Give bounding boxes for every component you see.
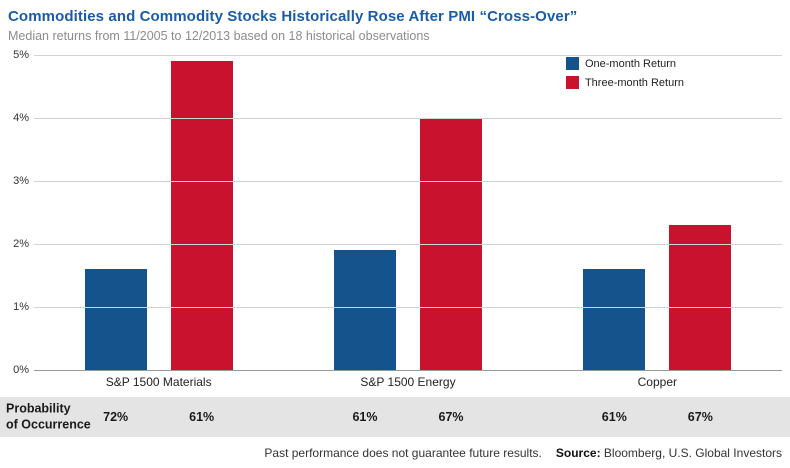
probability-value: 67% [438,410,464,424]
legend-item: Three-month Return [565,76,684,89]
bar-group [283,55,532,370]
bar-group [34,55,283,370]
y-tick-label: 2% [13,238,29,250]
bar [170,61,233,370]
bar [669,225,732,370]
chart-subtitle: Median returns from 11/2005 to 12/2013 b… [8,29,430,43]
gridline [34,118,782,119]
chart-footer: Past performance does not guarantee futu… [0,446,782,460]
x-axis-labels: S&P 1500 Materials S&P 1500 Energy Copper [34,375,782,389]
chart-legend: One-month Return Three-month Return [565,57,684,89]
x-category-label: S&P 1500 Materials [105,375,212,389]
disclaimer-text: Past performance does not guarantee futu… [264,446,542,460]
y-tick-label: 5% [13,49,29,61]
y-tick-label: 0% [13,364,29,376]
plot-area: One-month Return Three-month Return [34,55,782,371]
chart-title: Commodities and Commodity Stocks Histori… [8,8,578,25]
gridline [34,307,782,308]
source-value: Bloomberg, U.S. Global Investors [600,446,782,460]
bar-group [533,55,782,370]
probability-label: Probability of Occurrence [6,401,91,432]
legend-label: Three-month Return [584,76,684,89]
y-tick-label: 4% [13,112,29,124]
probability-value: 61% [352,410,378,424]
legend-item: One-month Return [565,57,684,70]
probability-value: 61% [601,410,627,424]
probability-label-line: Probability [6,401,71,416]
chart-header: Commodities and Commodity Stocks Histori… [0,0,790,43]
y-tick-label: 1% [13,301,29,313]
x-axis-line [34,370,782,371]
bar-chart: 0% 1% 2% 3% 4% 5% One-month Return Three-month… [2,49,782,376]
bar [333,250,396,370]
probability-value: 67% [687,410,713,424]
x-category-label: S&P 1500 Energy [360,375,456,389]
bars-layer [34,55,782,370]
legend-swatch-icon [565,76,579,89]
probability-band: Probability of Occurrence 72% 61% 61% 67% 61%… [0,397,790,437]
probability-group: 61% 67% [283,410,532,424]
source-label: Source: [555,446,601,460]
gridline [34,55,782,56]
probability-value: 72% [103,410,129,424]
legend-label: One-month Return [584,57,677,70]
gridline [34,244,782,245]
x-category-label: Copper [637,375,677,389]
source-text: Source: Bloomberg, U.S. Global Investors [556,446,782,460]
y-axis-labels: 0% 1% 2% 3% 4% 5% [2,49,34,376]
probability-group: 61% 67% [533,410,782,424]
probability-group: 72% 61% [34,410,283,424]
y-tick-label: 3% [13,175,29,187]
probability-value: 61% [189,410,215,424]
bar [583,269,646,370]
probability-values: 72% 61% 61% 67% 61% 67% [34,410,782,424]
legend-swatch-icon [565,57,579,70]
probability-label-line: of Occurrence [6,417,91,431]
bar [84,269,147,370]
gridline [34,181,782,182]
